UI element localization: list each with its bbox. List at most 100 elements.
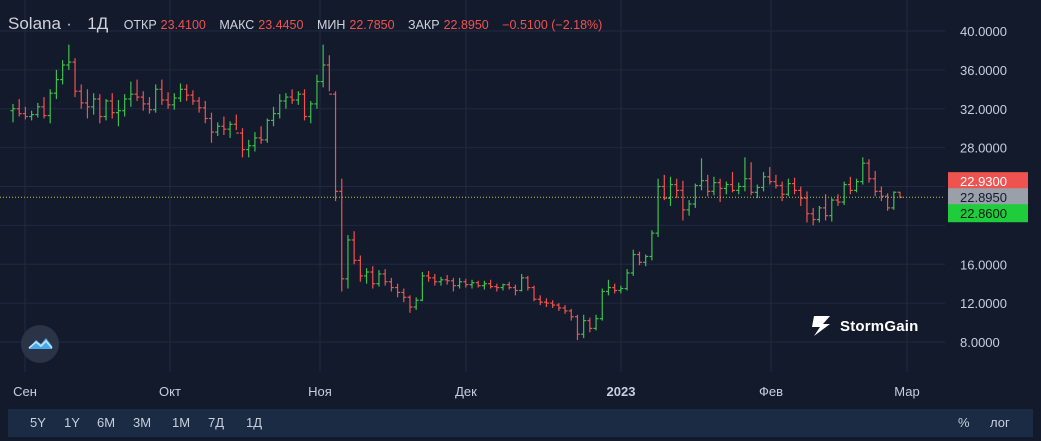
- ohlc-bar: [382, 269, 388, 286]
- ohlc-bar: [792, 177, 798, 195]
- ohlc-bar: [171, 93, 177, 110]
- ohlc-bar: [47, 89, 53, 124]
- price-badge-last-bg: [948, 188, 1028, 207]
- ohlc-bar: [543, 298, 549, 308]
- ohlc-bar: [829, 198, 835, 222]
- ohlc-bar: [78, 84, 84, 109]
- ohlc-bar: [655, 178, 661, 238]
- ohlc-bar: [736, 182, 742, 195]
- ohlc-bar: [438, 276, 444, 286]
- ohlc-bar: [742, 157, 748, 192]
- price-tick-label: 40.0000: [960, 24, 1007, 39]
- ohlc-bar: [10, 103, 16, 123]
- ohlc-bar: [847, 176, 853, 195]
- ohlc-bar: [636, 251, 642, 266]
- ohlc-bar: [723, 181, 729, 195]
- ohlc-bar: [798, 186, 804, 206]
- ohlc-bar: [457, 277, 463, 289]
- ohlc-bar: [295, 91, 301, 105]
- time-tick-label: Ноя: [308, 384, 332, 399]
- price-tick-label: 8.0000: [960, 335, 1000, 350]
- ohlc-bar: [72, 58, 78, 98]
- ohlc-bar: [221, 116, 227, 135]
- ohlc-bar: [605, 279, 611, 296]
- ohlc-bar: [866, 159, 872, 183]
- ohlc-bar: [730, 171, 736, 193]
- ohlc-bar: [308, 100, 314, 124]
- ohlc-bar: [240, 128, 246, 158]
- price-tick-label: 16.0000: [960, 257, 1007, 272]
- ohlc-bar: [128, 81, 134, 107]
- ohlc-bar: [711, 176, 717, 196]
- ohlc-bar: [208, 112, 214, 143]
- ohlc-bar: [66, 44, 72, 70]
- ohlc-bar: [333, 91, 339, 202]
- ohlc-bar: [816, 205, 822, 223]
- price-badge-high-bg: [948, 172, 1028, 191]
- ohlc-bar: [481, 280, 487, 290]
- ohlc-bar: [258, 126, 264, 144]
- ohlc-bar: [475, 280, 481, 288]
- open-value: 23.4100: [160, 18, 206, 32]
- range-button-5y[interactable]: 5Y: [30, 415, 46, 430]
- ohlc-bar: [196, 97, 202, 113]
- ohlc-bar: [289, 89, 295, 104]
- ohlc-bar: [699, 158, 705, 191]
- ohlc-bar: [351, 231, 357, 265]
- ohlc-bar: [60, 60, 66, 85]
- range-button-1y[interactable]: 1Y: [64, 415, 80, 430]
- ohlc-bar: [16, 99, 22, 117]
- ohlc-bar: [339, 178, 345, 292]
- ohlc-bar: [97, 94, 103, 124]
- ohlc-bar: [612, 283, 618, 294]
- ohlc-bar: [419, 272, 425, 302]
- price-tick-label: 32.0000: [960, 102, 1007, 117]
- ohlc-bar: [314, 74, 320, 109]
- ohlc-bar: [146, 97, 152, 114]
- ohlc-bar: [500, 283, 506, 291]
- ohlc-bar: [754, 184, 760, 199]
- ohlc-bar: [320, 44, 326, 88]
- ohlc-bar: [686, 200, 692, 216]
- ohlc-bar: [891, 191, 897, 210]
- ohlc-bar: [835, 194, 841, 206]
- high-value: 23.4450: [258, 18, 304, 32]
- app-logo-icon[interactable]: [21, 325, 59, 363]
- range-button-1m[interactable]: 1M: [172, 415, 191, 430]
- price-badge-low-bg: [948, 204, 1028, 223]
- time-tick-label: Окт: [159, 384, 181, 399]
- ohlc-bar: [395, 283, 401, 298]
- ohlc-bar: [190, 90, 196, 105]
- interval-label[interactable]: 1Д: [87, 14, 109, 33]
- ohlc-bar: [562, 305, 568, 314]
- ohlc-bar: [593, 314, 599, 331]
- log-scale-toggle[interactable]: лог: [990, 415, 1010, 430]
- range-button-3m[interactable]: 3M: [133, 415, 152, 430]
- ohlc-bar: [643, 254, 649, 267]
- time-tick-label: Фев: [759, 384, 783, 399]
- ohlc-bar: [91, 93, 97, 115]
- ohlc-bar: [537, 295, 543, 306]
- ohlc-bar: [804, 191, 810, 223]
- ohlc-bar: [667, 176, 673, 206]
- range-button-6m[interactable]: 6M: [97, 415, 116, 430]
- ohlc-bar: [587, 317, 593, 333]
- ohlc-bar: [506, 281, 512, 290]
- ohlc-bar: [345, 235, 351, 289]
- ohlc-bar: [246, 139, 252, 158]
- ohlc-bar: [165, 92, 171, 109]
- ohlc-bar: [277, 94, 283, 119]
- symbol-name: Solana: [8, 14, 61, 33]
- range-button-7d[interactable]: 7Д: [208, 415, 225, 430]
- chart-legend: Solana · 1Д ОТКР 23.4100 МАКС 23.4450 МИН 2…: [8, 14, 603, 33]
- ohlc-bar: [302, 89, 308, 121]
- ohlc-bar: [773, 174, 779, 189]
- range-button-1d[interactable]: 1Д: [246, 415, 263, 430]
- ohlc-bar: [630, 249, 636, 276]
- percent-scale-toggle[interactable]: %: [958, 415, 970, 430]
- price-tick-label: 28.0000: [960, 141, 1007, 156]
- ohlc-bar: [488, 279, 494, 289]
- ohlc-bar: [388, 277, 394, 292]
